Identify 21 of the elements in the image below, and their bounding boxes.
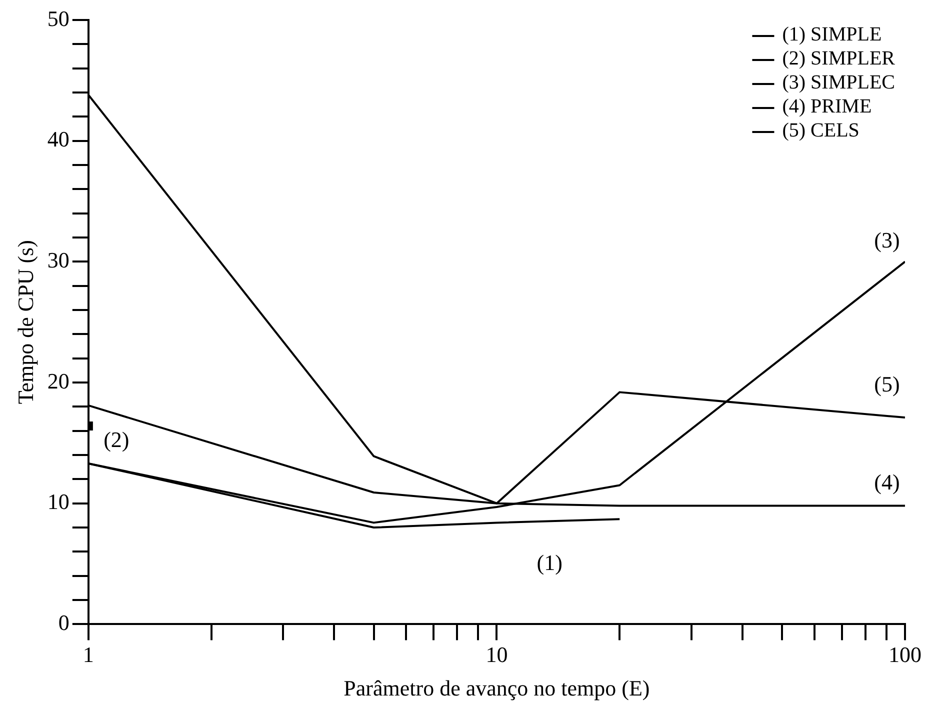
annotation: (3): [874, 227, 900, 252]
y-tick-label: 50: [47, 6, 70, 31]
legend-label: (4) PRIME: [782, 95, 872, 118]
y-tick-label: 10: [47, 489, 70, 514]
y-tick-label: 0: [58, 610, 70, 635]
annotation: (1): [536, 550, 562, 575]
legend-label: (3) SIMPLEC: [782, 71, 896, 94]
x-tick-label: 10: [486, 642, 508, 668]
legend-label: (2) SIMPLER: [782, 47, 896, 70]
x-tick-label: 1: [82, 642, 94, 668]
y-axis-title: Tempo de CPU (s): [12, 240, 38, 404]
legend-label: (1) SIMPLE: [782, 23, 882, 46]
y-tick-label: 30: [47, 247, 70, 272]
y-tick-label: 20: [47, 368, 70, 394]
x-tick-label: 100: [888, 642, 922, 668]
annotation: (5): [874, 371, 900, 396]
legend-label: (5) CELS: [782, 119, 860, 142]
y-tick-label: 40: [47, 126, 70, 152]
annotation: (2): [104, 426, 130, 452]
annotation: (4): [874, 470, 900, 495]
x-axis-title: Parâmetro de avanço no tempo (E): [344, 676, 650, 701]
